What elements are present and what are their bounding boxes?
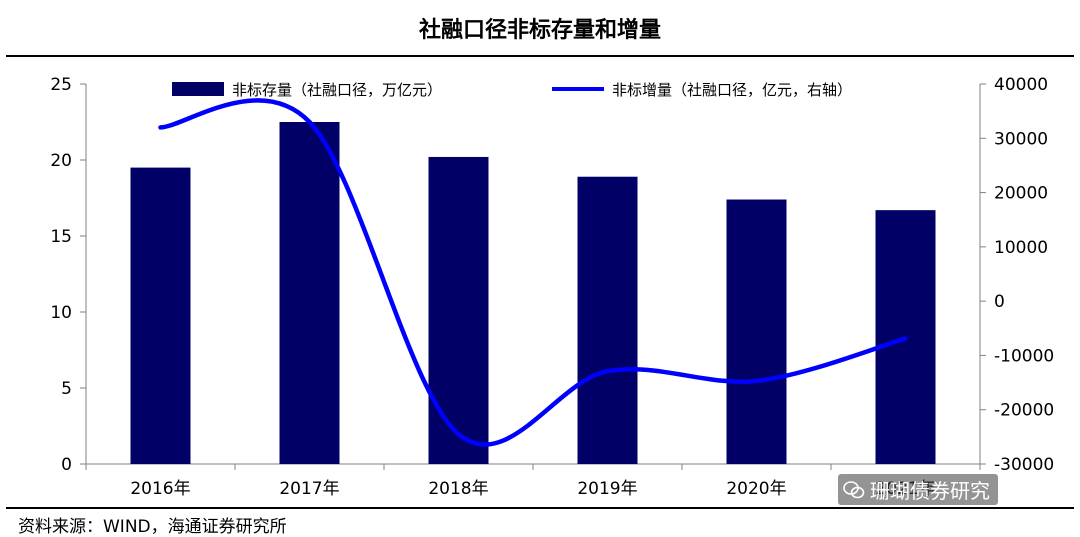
x-tick-label: 2016年 (130, 479, 190, 499)
bar (726, 199, 787, 464)
source-note: 资料来源：WIND，海通证券研究所 (18, 517, 287, 537)
y-right-tick-label: 10000 (994, 238, 1048, 258)
y-left-tick-label: 25 (50, 75, 72, 95)
bar (428, 156, 489, 464)
bars-layer (130, 122, 936, 464)
x-tick-label: 2018年 (428, 479, 488, 499)
chart-title: 社融口径非标存量和增量 (418, 17, 661, 43)
title-rule (6, 55, 1074, 57)
bar (577, 176, 638, 464)
legend-bar-label: 非标存量（社融口径，万亿元） (232, 81, 442, 99)
series-line-nonstandard-increment (158, 98, 908, 447)
y-right-tick-label: -20000 (994, 401, 1054, 421)
legend: 非标存量（社融口径，万亿元） 非标增量（社融口径，亿元，右轴） (172, 81, 852, 99)
legend-line-label: 非标增量（社融口径，亿元，右轴） (612, 81, 852, 99)
y-left-tick-label: 10 (50, 303, 72, 323)
legend-bar-swatch (172, 82, 224, 96)
y-left-tick-label: 0 (61, 455, 72, 475)
bar (279, 122, 340, 464)
bar (130, 167, 191, 464)
line-layer (158, 98, 908, 447)
y-right-tick-label: 30000 (994, 129, 1048, 149)
axes-layer: 0 5 10 15 20 25 -30000 -20000 -10000 0 10000 20000 3… (50, 75, 1054, 499)
y-left-tick-label: 20 (50, 151, 72, 171)
y-left-tick-label: 5 (61, 379, 72, 399)
y-right-tick-label: 40000 (994, 75, 1048, 95)
y-right-tick-label: -30000 (994, 455, 1054, 475)
y-right-tick-label: 20000 (994, 184, 1048, 204)
watermark-text: 珊瑚债券研究 (870, 479, 990, 503)
wechat-icon (843, 480, 865, 498)
x-tick-label: 2017年 (279, 479, 339, 499)
x-tick-label: 2020年 (726, 479, 786, 499)
watermark: 珊瑚债券研究 (838, 474, 998, 505)
footer-rule (6, 507, 1074, 509)
y-right-tick-label: 0 (994, 292, 1005, 312)
y-left-tick-label: 15 (50, 227, 72, 247)
x-tick-label: 2019年 (577, 479, 637, 499)
y-right-tick-label: -10000 (994, 346, 1054, 366)
